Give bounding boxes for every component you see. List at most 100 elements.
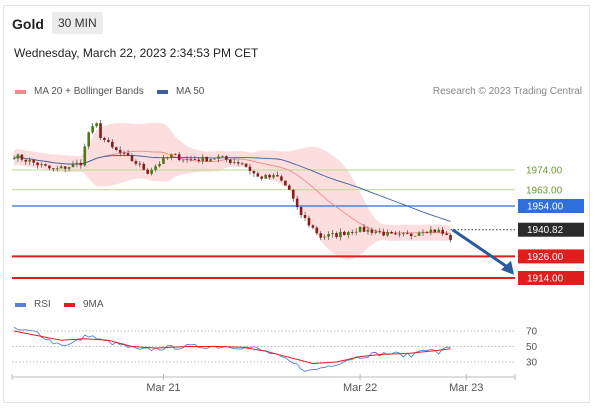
x-tick-label-Mar 23: Mar 23	[449, 382, 483, 394]
candle	[331, 233, 334, 235]
candle	[118, 149, 122, 153]
candle	[12, 158, 16, 160]
ma50-line	[13, 154, 451, 222]
candle	[52, 168, 55, 170]
candle	[370, 229, 374, 233]
datetime-label: Wednesday, March 22, 2023 2:34:53 PM CET	[14, 46, 259, 60]
level-label-1963.00: 1963.00	[526, 185, 563, 196]
candle	[162, 157, 165, 164]
candle	[319, 233, 323, 238]
candle	[83, 146, 87, 166]
candle	[111, 141, 114, 148]
candle	[193, 159, 197, 160]
candle	[48, 165, 51, 169]
candle	[405, 233, 409, 235]
x-tick-label-Mar 22: Mar 22	[343, 382, 377, 394]
candle	[417, 232, 421, 236]
candle	[71, 164, 75, 168]
candle	[374, 231, 378, 233]
legend-ma20-label: MA 20 + Bollinger Bands	[34, 86, 144, 97]
candle	[441, 229, 444, 234]
candle	[20, 154, 24, 160]
chart-frame	[3, 5, 590, 403]
candle	[150, 169, 153, 174]
candle	[295, 198, 299, 208]
candle	[303, 214, 307, 219]
candle	[32, 160, 35, 163]
candle	[358, 226, 362, 232]
candle	[398, 233, 401, 235]
rsi-line	[13, 326, 451, 372]
rsi-level-label-30: 30	[526, 358, 538, 369]
candle	[311, 225, 315, 228]
candle	[95, 123, 98, 127]
candle	[437, 229, 441, 233]
candle	[272, 175, 275, 178]
candle	[394, 233, 397, 235]
candle	[291, 189, 295, 199]
candle	[59, 166, 63, 169]
timeframe-button[interactable]: 30 MIN	[52, 12, 103, 34]
legend-ma20: MA 20 + Bollinger Bands	[15, 86, 144, 97]
candle	[390, 232, 393, 234]
candle	[343, 231, 346, 236]
candle	[213, 158, 216, 160]
candle	[429, 229, 433, 233]
candle	[260, 176, 264, 179]
candle	[421, 231, 425, 233]
candle	[378, 231, 382, 233]
candle	[449, 234, 452, 240]
level-tag-1914.00	[518, 271, 584, 285]
candle	[44, 164, 47, 166]
legend-rsi-label: RSI	[34, 299, 51, 310]
candle	[87, 132, 91, 147]
candle	[24, 159, 28, 162]
candle	[232, 162, 236, 163]
legend-9ma-label: 9MA	[83, 299, 104, 310]
candle	[339, 231, 342, 238]
candle	[154, 166, 157, 170]
legend-ma50-label: MA 50	[176, 86, 205, 97]
candle	[236, 162, 240, 164]
candle	[307, 218, 311, 226]
candle	[445, 233, 448, 235]
candle	[177, 154, 181, 160]
candle	[16, 154, 20, 159]
candle	[264, 174, 267, 179]
level-tag-1954.00	[518, 199, 584, 213]
candle	[240, 163, 244, 165]
candle	[170, 154, 173, 158]
level-tag-1926.00	[518, 249, 584, 264]
candle	[75, 162, 79, 165]
candle	[350, 232, 354, 233]
level-label-1926.00: 1926.00	[527, 252, 564, 263]
candle	[409, 233, 413, 237]
candle	[138, 163, 142, 165]
candle	[402, 233, 405, 235]
candle	[433, 229, 437, 233]
candle	[225, 156, 228, 160]
candle	[327, 234, 330, 237]
current-price-tag	[518, 222, 584, 237]
bollinger-band	[14, 122, 451, 260]
candle	[256, 173, 260, 177]
candle	[287, 185, 291, 190]
candle	[55, 168, 59, 170]
candle	[201, 156, 205, 161]
legend-rsi: RSI	[15, 299, 51, 310]
candle	[362, 226, 366, 232]
candle	[185, 158, 189, 160]
rsi-level-label-50: 50	[526, 342, 538, 353]
candle	[299, 207, 303, 215]
legend-9ma-swatch	[64, 302, 75, 307]
legend-ma50: MA 50	[157, 86, 204, 97]
candle	[346, 232, 350, 236]
forecast-arrow-head	[501, 260, 514, 275]
candle	[217, 156, 220, 159]
legend-ma50-swatch	[157, 89, 168, 94]
candle	[268, 174, 271, 178]
candle	[189, 158, 193, 160]
candle	[252, 170, 256, 174]
level-label-1954.00: 1954.00	[527, 202, 564, 213]
